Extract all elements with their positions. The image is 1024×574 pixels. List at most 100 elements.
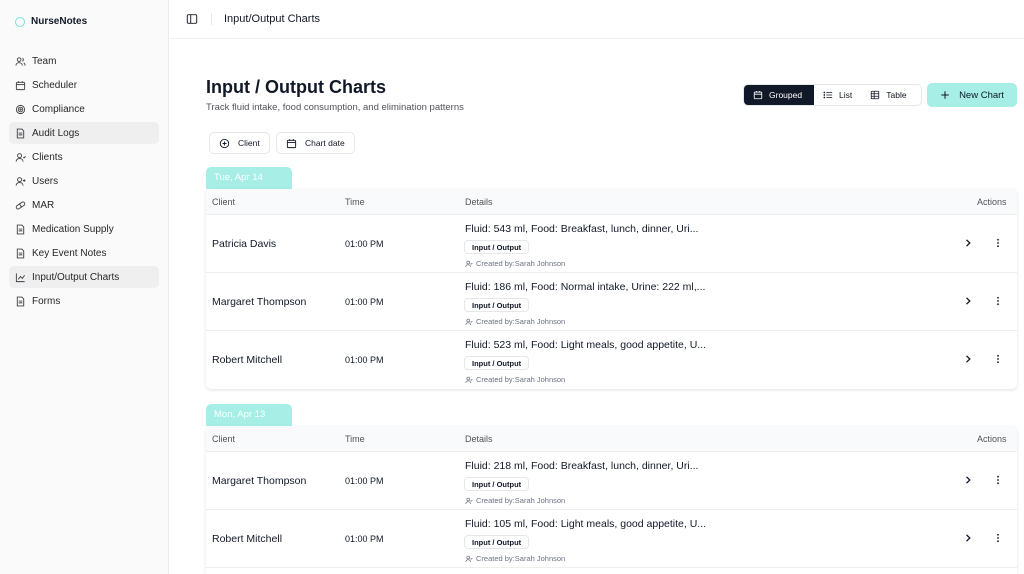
table-header: Client Time Details Actions bbox=[206, 189, 1017, 215]
chevron-right-icon[interactable] bbox=[963, 296, 973, 306]
created-by: Created by:Sarah Johnson bbox=[465, 496, 565, 505]
document-icon bbox=[15, 296, 26, 307]
chart-time: 01:00 PM bbox=[345, 239, 384, 249]
sidebar-item-mar[interactable]: MAR bbox=[9, 194, 159, 216]
chart-time: 01:00 PM bbox=[345, 476, 384, 486]
sidebar-item-label: Scheduler bbox=[32, 79, 78, 91]
sidebar-item-key-event-notes[interactable]: Key Event Notes bbox=[9, 242, 159, 264]
client-filter-button[interactable]: Client bbox=[209, 132, 270, 154]
target-icon bbox=[15, 104, 26, 115]
plus-circle-icon bbox=[219, 138, 230, 148]
pill-icon bbox=[15, 200, 26, 211]
column-header-time: Time bbox=[345, 197, 365, 207]
sidebar-item-scheduler[interactable]: Scheduler bbox=[9, 74, 159, 96]
brand-name: NurseNotes bbox=[31, 16, 88, 27]
table-row[interactable]: Margaret Thompson 01:00 PM Fluid: 218 ml… bbox=[206, 452, 1017, 510]
new-chart-button[interactable]: New Chart bbox=[927, 83, 1017, 107]
user-check-icon bbox=[465, 376, 473, 383]
chart-type-badge: Input / Output bbox=[464, 535, 530, 549]
column-header-actions: Actions bbox=[977, 434, 1007, 444]
chart-icon bbox=[15, 272, 26, 283]
sidebar-item-team[interactable]: Team bbox=[9, 50, 159, 72]
more-vertical-icon[interactable] bbox=[993, 533, 1003, 543]
view-toggle: Grouped List Table bbox=[743, 84, 922, 106]
created-by-text: Created by:Sarah Johnson bbox=[476, 554, 566, 563]
column-header-details: Details bbox=[465, 197, 493, 207]
more-vertical-icon[interactable] bbox=[993, 354, 1003, 364]
chart-type-badge: Input / Output bbox=[464, 477, 530, 491]
sidebar-item-input-output-charts[interactable]: Input/Output Charts bbox=[9, 266, 159, 288]
view-list-label: List bbox=[839, 90, 853, 100]
created-by-text: Created by:Sarah Johnson bbox=[476, 496, 566, 505]
chart-type-badge: Input / Output bbox=[464, 240, 530, 254]
sidebar-item-clients[interactable]: Clients bbox=[9, 146, 159, 168]
column-header-details: Details bbox=[465, 434, 493, 444]
more-vertical-icon[interactable] bbox=[993, 296, 1003, 306]
chart-details: Fluid: 105 ml, Food: Light meals, good a… bbox=[465, 518, 707, 530]
chevron-right-icon[interactable] bbox=[963, 238, 973, 248]
sidebar-item-audit-logs[interactable]: Audit Logs bbox=[9, 122, 159, 144]
column-header-actions: Actions bbox=[977, 197, 1007, 207]
client-name: Robert Mitchell bbox=[212, 354, 283, 366]
sidebar-item-users[interactable]: Users bbox=[9, 170, 159, 192]
sidebar-item-label: Team bbox=[32, 55, 57, 67]
chart-details: Fluid: 543 ml, Food: Breakfast, lunch, d… bbox=[465, 223, 699, 235]
chart-details: Fluid: 523 ml, Food: Light meals, good a… bbox=[465, 339, 707, 351]
user-check-icon bbox=[465, 555, 473, 562]
new-chart-label: New Chart bbox=[959, 89, 1004, 101]
table-row[interactable]: Robert Mitchell 01:00 PM Fluid: 523 ml, … bbox=[206, 331, 1017, 389]
calendar-icon bbox=[15, 80, 26, 91]
sidebar-item-label: Compliance bbox=[32, 103, 85, 115]
page-title: Input / Output Charts bbox=[206, 77, 386, 97]
sidebar-item-medication-supply[interactable]: Medication Supply bbox=[9, 218, 159, 240]
created-by: Created by:Sarah Johnson bbox=[465, 259, 565, 268]
created-by: Created by:Sarah Johnson bbox=[465, 554, 565, 563]
chart-group: Client Time Details Actions Patricia Dav… bbox=[206, 189, 1017, 389]
chart-time: 01:00 PM bbox=[345, 534, 384, 544]
table-icon bbox=[871, 90, 880, 100]
chevron-right-icon[interactable] bbox=[963, 533, 973, 543]
client-name: Robert Mitchell bbox=[212, 533, 283, 545]
chevron-right-icon[interactable] bbox=[963, 475, 973, 485]
sidebar-nav: Team Scheduler Compliance Audit Logs Cli… bbox=[9, 50, 159, 314]
chart-details: Fluid: 218 ml, Food: Breakfast, lunch, d… bbox=[465, 460, 699, 472]
column-header-client: Client bbox=[212, 434, 236, 444]
date-group-label: Tue, Apr 14 bbox=[206, 167, 292, 189]
sidebar-item-label: Users bbox=[32, 175, 59, 187]
table-row[interactable]: Margaret Thompson 01:00 PM Fluid: 186 ml… bbox=[206, 273, 1017, 331]
table-row[interactable]: Robert Mitchell 01:00 PM Fluid: 105 ml, … bbox=[206, 510, 1017, 568]
created-by-text: Created by:Sarah Johnson bbox=[476, 317, 566, 326]
chart-group: Client Time Details Actions Margaret Tho… bbox=[206, 426, 1017, 574]
sidebar-item-forms[interactable]: Forms bbox=[9, 290, 159, 312]
view-grouped-button[interactable]: Grouped bbox=[744, 85, 814, 105]
view-list-button[interactable]: List bbox=[814, 85, 861, 105]
created-by-text: Created by:Sarah Johnson bbox=[476, 259, 566, 268]
sidebar: NurseNotes Team Scheduler Compliance Aud… bbox=[0, 0, 169, 574]
client-name: Margaret Thompson bbox=[212, 475, 307, 487]
view-table-label: Table bbox=[886, 90, 907, 100]
document-icon bbox=[15, 248, 26, 259]
client-name: Margaret Thompson bbox=[212, 296, 307, 308]
chart-time: 01:00 PM bbox=[345, 297, 384, 307]
list-icon bbox=[823, 91, 833, 99]
view-table-button[interactable]: Table bbox=[861, 85, 915, 105]
brand[interactable]: NurseNotes bbox=[15, 16, 87, 27]
sidebar-item-compliance[interactable]: Compliance bbox=[9, 98, 159, 120]
more-vertical-icon[interactable] bbox=[993, 238, 1003, 248]
column-header-time: Time bbox=[345, 434, 365, 444]
client-filter-label: Client bbox=[238, 138, 260, 148]
document-icon bbox=[15, 128, 26, 139]
view-grouped-label: Grouped bbox=[769, 90, 803, 100]
calendar-icon bbox=[753, 91, 763, 100]
chart-details: Fluid: 186 ml, Food: Normal intake, Urin… bbox=[465, 281, 706, 293]
chevron-right-icon[interactable] bbox=[963, 354, 973, 364]
chart-type-badge: Input / Output bbox=[464, 356, 530, 370]
chart-time: 01:00 PM bbox=[345, 355, 384, 365]
table-row[interactable]: Patricia Davis 01:00 PM Fluid: 543 ml, F… bbox=[206, 215, 1017, 273]
sidebar-toggle-icon[interactable] bbox=[185, 12, 199, 26]
sidebar-item-label: Medication Supply bbox=[32, 223, 114, 235]
date-group-label: Mon, Apr 13 bbox=[206, 404, 292, 426]
more-vertical-icon[interactable] bbox=[993, 475, 1003, 485]
sidebar-item-label: Audit Logs bbox=[32, 127, 80, 139]
chart-date-filter-button[interactable]: Chart date bbox=[276, 132, 355, 154]
